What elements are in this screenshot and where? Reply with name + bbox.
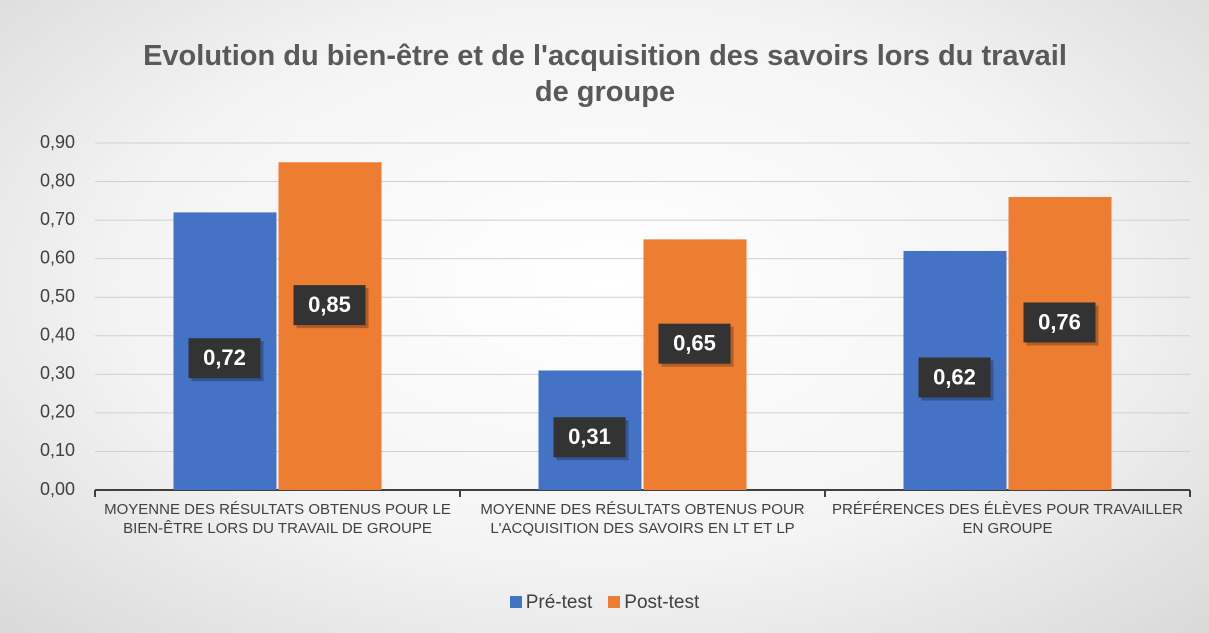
legend-swatch: [509, 596, 522, 608]
x-tick-label: MOYENNE DES RÉSULTATS OBTENUS POUR L'ACQ…: [480, 501, 805, 537]
value-label-box: [553, 417, 626, 458]
value-label-box: [658, 323, 731, 364]
value-label: 0,31: [568, 424, 611, 449]
legend-swatch: [608, 596, 621, 608]
y-tick-label: 0,90: [40, 132, 75, 152]
legend-label: Post-test: [624, 592, 700, 613]
y-tick-label: 0,70: [40, 209, 75, 229]
chart-title: Evolution du bien-être et de l'acquisiti…: [143, 40, 1067, 108]
value-label: 0,76: [1038, 309, 1081, 334]
legend-label: Pré-test: [525, 592, 593, 613]
value-label-box: [188, 338, 261, 379]
legend-item: Pré-test: [509, 592, 593, 614]
value-label: 0,65: [673, 331, 716, 356]
legend: Pré-test Post-test: [0, 592, 1209, 614]
bar: [643, 239, 747, 490]
value-label-box: [1023, 302, 1096, 343]
y-tick-label: 0,50: [40, 286, 75, 306]
y-tick-label: 0,30: [40, 363, 75, 383]
y-tick-label: 0,80: [40, 170, 75, 190]
y-tick-label: 0,20: [40, 402, 75, 422]
y-tick-label: 0,00: [40, 479, 75, 499]
x-tick-label: PRÉFÉRENCES DES ÉLÈVES POUR TRAVAILLER E…: [832, 501, 1183, 537]
bar: [278, 162, 382, 490]
y-tick-label: 0,40: [40, 325, 75, 345]
value-label-box: [293, 285, 366, 326]
value-label: 0,62: [933, 364, 976, 389]
bar: [1008, 196, 1112, 490]
value-label: 0,85: [308, 292, 351, 317]
x-tick-label: MOYENNE DES RÉSULTATS OBTENUS POUR LE BI…: [104, 501, 451, 537]
value-label-box: [918, 357, 991, 398]
y-tick-label: 0,60: [40, 247, 75, 267]
value-label: 0,72: [203, 345, 246, 370]
legend-item: Post-test: [608, 592, 699, 614]
y-tick-label: 0,10: [40, 440, 75, 460]
